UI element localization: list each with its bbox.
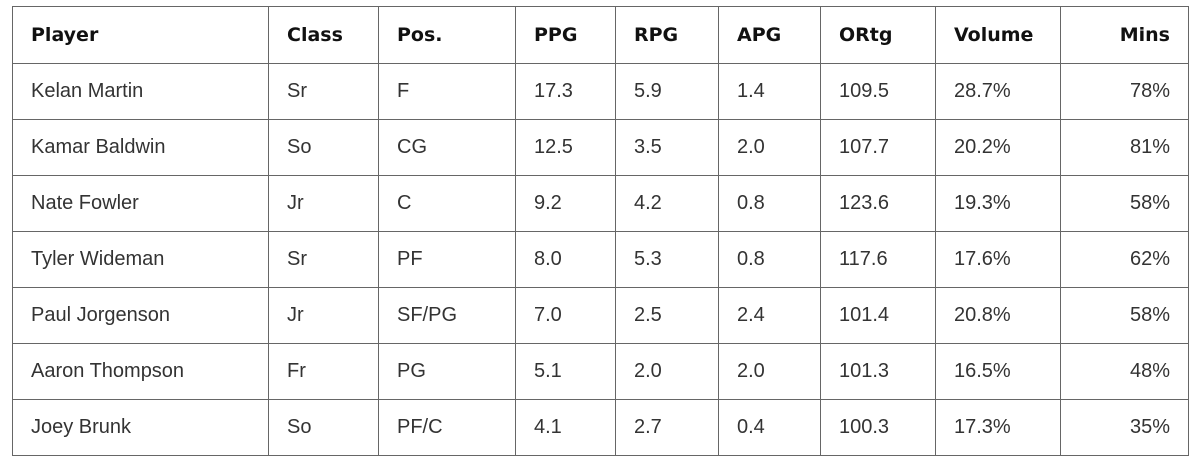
table-cell: C <box>378 175 516 232</box>
table-cell: 20.8% <box>935 287 1061 344</box>
table-cell: 58% <box>1060 287 1189 344</box>
column-header: Mins <box>1060 6 1189 64</box>
table-cell: 101.3 <box>820 343 936 400</box>
table-cell: 0.4 <box>718 399 821 456</box>
table-cell: 62% <box>1060 231 1189 288</box>
table-cell: Tyler Wideman <box>12 231 269 288</box>
table-cell: Sr <box>268 231 379 288</box>
table-cell: Sr <box>268 63 379 120</box>
table-cell: 107.7 <box>820 119 936 176</box>
table-cell: 35% <box>1060 399 1189 456</box>
column-header: APG <box>718 6 821 64</box>
table-cell: 17.3% <box>935 399 1061 456</box>
table-cell: 78% <box>1060 63 1189 120</box>
table-cell: SF/PG <box>378 287 516 344</box>
table-cell: 17.3 <box>515 63 616 120</box>
table-cell: 16.5% <box>935 343 1061 400</box>
table-row: Nate Fowler Jr C 9.2 4.2 0.8 123.6 19.3% 58% <box>12 175 1189 232</box>
table-cell: PF/C <box>378 399 516 456</box>
table-cell: 5.1 <box>515 343 616 400</box>
table-cell: F <box>378 63 516 120</box>
table-cell: 1.4 <box>718 63 821 120</box>
column-header: Player <box>12 6 269 64</box>
table-cell: 9.2 <box>515 175 616 232</box>
table-cell: 2.5 <box>615 287 719 344</box>
table-cell: Aaron Thompson <box>12 343 269 400</box>
table-cell: 7.0 <box>515 287 616 344</box>
table-cell: So <box>268 119 379 176</box>
table-cell: So <box>268 399 379 456</box>
table-cell: 123.6 <box>820 175 936 232</box>
table-cell: Joey Brunk <box>12 399 269 456</box>
table-cell: 3.5 <box>615 119 719 176</box>
table-cell: Kamar Baldwin <box>12 119 269 176</box>
table-cell: 19.3% <box>935 175 1061 232</box>
column-header: Volume <box>935 6 1061 64</box>
table-cell: Kelan Martin <box>12 63 269 120</box>
table-cell: PG <box>378 343 516 400</box>
column-header: RPG <box>615 6 719 64</box>
table-cell: CG <box>378 119 516 176</box>
table-cell: 117.6 <box>820 231 936 288</box>
table-body: Kelan Martin Sr F 17.3 5.9 1.4 109.5 28.7% 78% Ka… <box>12 63 1189 456</box>
table-cell: 28.7% <box>935 63 1061 120</box>
column-header: Class <box>268 6 379 64</box>
table-cell: 20.2% <box>935 119 1061 176</box>
table-cell: 2.7 <box>615 399 719 456</box>
column-header: ORtg <box>820 6 936 64</box>
table-cell: 58% <box>1060 175 1189 232</box>
table-cell: 81% <box>1060 119 1189 176</box>
table-cell: Jr <box>268 287 379 344</box>
stats-table: Player Class Pos. PPG RPG APG ORtg Volume Mins K… <box>12 6 1189 456</box>
header-row: Player Class Pos. PPG RPG APG ORtg Volume Mins <box>12 6 1189 64</box>
table-cell: 0.8 <box>718 175 821 232</box>
table-cell: 2.4 <box>718 287 821 344</box>
table-cell: 8.0 <box>515 231 616 288</box>
table-header: Player Class Pos. PPG RPG APG ORtg Volume Mins <box>12 6 1189 64</box>
table-cell: 4.1 <box>515 399 616 456</box>
table-cell: 101.4 <box>820 287 936 344</box>
table-cell: 4.2 <box>615 175 719 232</box>
table-cell: 5.9 <box>615 63 719 120</box>
table-cell: 12.5 <box>515 119 616 176</box>
table-row: Tyler Wideman Sr PF 8.0 5.3 0.8 117.6 17.6% 62% <box>12 231 1189 288</box>
table-cell: 100.3 <box>820 399 936 456</box>
column-header: PPG <box>515 6 616 64</box>
table-cell: Paul Jorgenson <box>12 287 269 344</box>
table-cell: 2.0 <box>718 119 821 176</box>
table-row: Kamar Baldwin So CG 12.5 3.5 2.0 107.7 20.2% 81% <box>12 119 1189 176</box>
table-row: Kelan Martin Sr F 17.3 5.9 1.4 109.5 28.7% 78% <box>12 63 1189 120</box>
table-cell: 109.5 <box>820 63 936 120</box>
table-cell: Jr <box>268 175 379 232</box>
table-cell: 5.3 <box>615 231 719 288</box>
table-cell: 2.0 <box>718 343 821 400</box>
table-row: Paul Jorgenson Jr SF/PG 7.0 2.5 2.4 101.4 20.8%… <box>12 287 1189 344</box>
table-cell: 0.8 <box>718 231 821 288</box>
table-cell: Fr <box>268 343 379 400</box>
table-cell: Nate Fowler <box>12 175 269 232</box>
table-cell: 48% <box>1060 343 1189 400</box>
table-row: Aaron Thompson Fr PG 5.1 2.0 2.0 101.3 16.5% 48% <box>12 343 1189 400</box>
table-cell: PF <box>378 231 516 288</box>
column-header: Pos. <box>378 6 516 64</box>
table-cell: 17.6% <box>935 231 1061 288</box>
table-row: Joey Brunk So PF/C 4.1 2.7 0.4 100.3 17.3% 35% <box>12 399 1189 456</box>
table-cell: 2.0 <box>615 343 719 400</box>
